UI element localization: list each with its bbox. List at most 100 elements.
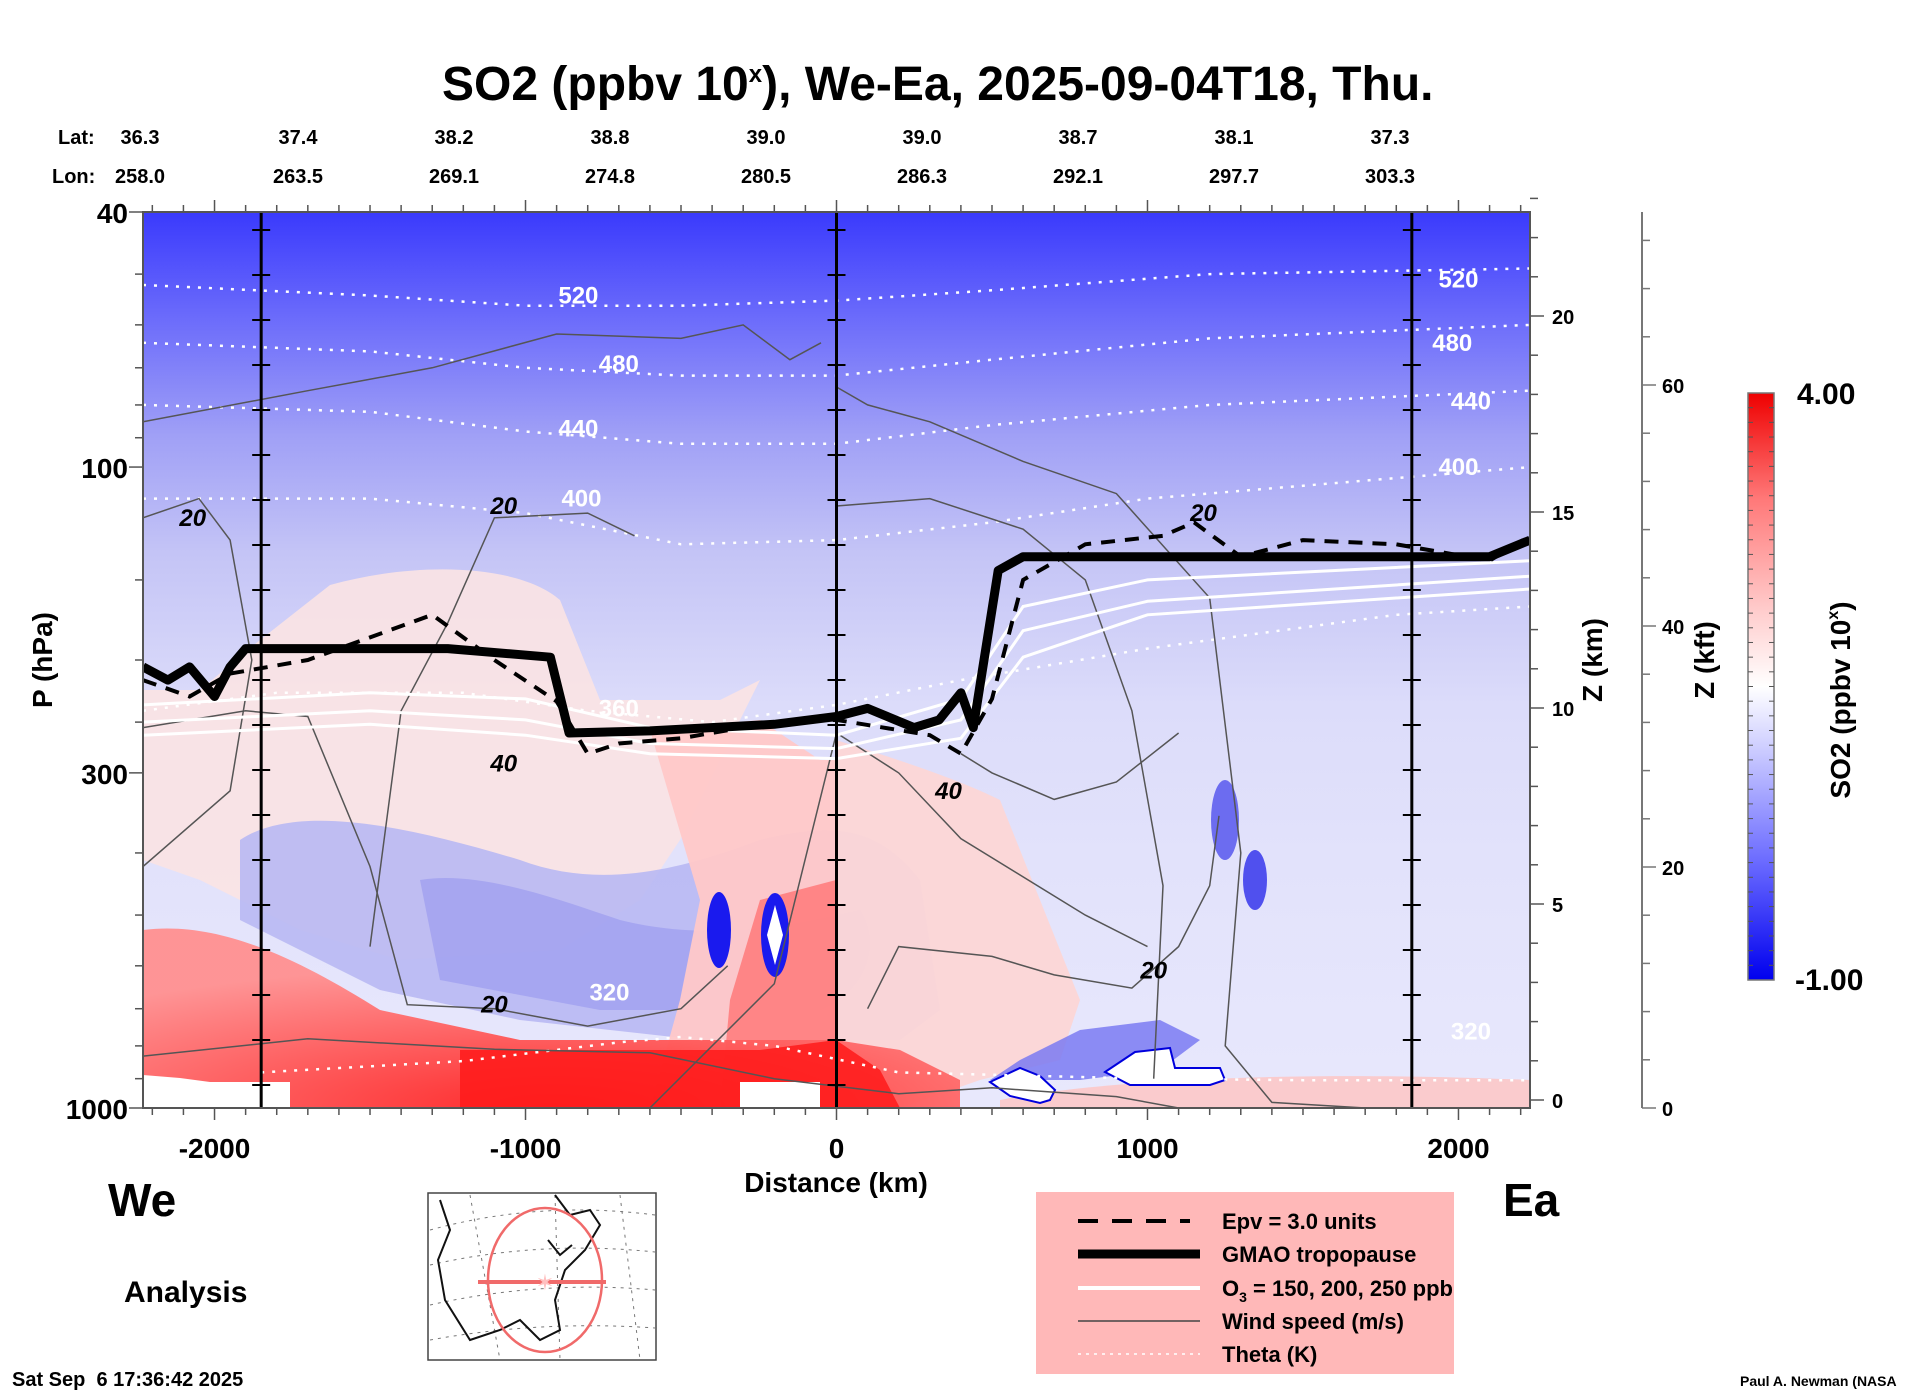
timestamp: Sat Sep 6 17:36:42 2025: [12, 1369, 243, 1391]
wind-speed-contour: [836, 497, 1164, 1079]
lat-value: 38.2: [435, 127, 474, 149]
theta-label: 480: [1432, 330, 1472, 357]
lon-value: 258.0: [115, 166, 165, 188]
lon-value: 286.3: [897, 166, 947, 188]
lat-value: 38.8: [591, 127, 630, 149]
wind-speed-label: 20: [480, 992, 508, 1019]
wind-speed-contour: [960, 732, 1180, 801]
legend-label-tropopause: GMAO tropopause: [1222, 1242, 1416, 1267]
east-label: Ea: [1503, 1174, 1560, 1226]
wind-speed-contour: [143, 324, 822, 423]
axes: -2000 -1000 0 1000 2000 40 100 300 1000 0 5 10 15 20 0…: [66, 197, 1684, 1164]
field-white-spot: [767, 905, 783, 965]
theta-contour-400: [143, 465, 1530, 546]
theta-label: 400: [1438, 454, 1478, 481]
x-tick-label: 1000: [1116, 1133, 1178, 1164]
wind-speed-contour: [369, 512, 635, 947]
colorbar-ticks: [1748, 407, 1774, 966]
field-ground-west: [143, 1075, 290, 1108]
lon-value: 269.1: [429, 166, 479, 188]
inset-map: ✶: [427, 1192, 657, 1361]
wind-speed-contour: [143, 710, 729, 1027]
theta-label: 520: [558, 283, 598, 310]
z-kft-axis-title: Z (kft): [1689, 621, 1720, 699]
lon-value: 263.5: [273, 166, 323, 188]
theta-label: 320: [1451, 1019, 1491, 1046]
lon-value: 292.1: [1053, 166, 1103, 188]
field-pink-east: [836, 740, 1080, 1108]
theta-contour-440: [143, 389, 1530, 446]
inset-map-coastline: [436, 1194, 602, 1342]
lat-value: 38.1: [1215, 127, 1254, 149]
z-km-tick-label: 20: [1552, 307, 1574, 329]
credit: Paul A. Newman (NASA: [1740, 1373, 1897, 1389]
wind-speed-label: 20: [1189, 500, 1217, 527]
x-tick-label: 0: [829, 1133, 845, 1164]
lat-lon-header: Lat: Lon: 36.3 37.4 38.2 38.8 39.0 39.0 38.7 38…: [52, 127, 1415, 188]
theta-contour-320: [261, 1035, 1530, 1082]
lat-value: 39.0: [747, 127, 786, 149]
theta-label: 480: [599, 351, 639, 378]
theta-label: 520: [1438, 267, 1478, 294]
inset-map-graticule: [429, 1194, 656, 1361]
z-km-tick-label: 10: [1552, 699, 1574, 721]
y-axis-title: P (hPa): [27, 612, 58, 708]
legend-box: [1036, 1192, 1454, 1374]
wind-speed-contour: [836, 386, 1366, 1108]
legend-label-theta: Theta (K): [1222, 1342, 1317, 1367]
y-tick-label: 100: [81, 453, 128, 484]
theta-label: 320: [589, 979, 629, 1006]
theta-label: 400: [561, 486, 601, 513]
wind-speed-contour: [649, 731, 1148, 1108]
wind-speed-label: 20: [1139, 957, 1167, 984]
lon-value: 274.8: [585, 166, 635, 188]
z-kft-tick-label: 60: [1662, 376, 1684, 398]
x-tick-label: 2000: [1427, 1133, 1489, 1164]
tropopause-line: [143, 535, 1530, 738]
y-tick-label: 300: [81, 759, 128, 790]
field-white-blob-2: [1103, 1046, 1227, 1086]
x-axis-title: Distance (km): [744, 1167, 928, 1198]
lat-value: 37.4: [279, 127, 319, 149]
legend-label-ozone: O3 = 150, 200, 250 ppb: [1222, 1276, 1453, 1305]
field-blue-east-1: [1211, 780, 1239, 860]
x-tick-label: -2000: [179, 1133, 251, 1164]
wind-speed-label: 20: [489, 493, 517, 520]
field-blue-east-2: [1243, 850, 1267, 910]
wind-speed-label: 40: [489, 750, 517, 777]
wind-speed-contour: [866, 815, 1220, 1010]
z-kft-tick-label: 20: [1662, 858, 1684, 880]
z-km-tick-label: 5: [1552, 895, 1563, 917]
theta-contour-480: [143, 323, 1530, 377]
z-kft-tick-label: 40: [1662, 617, 1684, 639]
lat-value: 36.3: [121, 127, 160, 149]
x-tick-label: -1000: [490, 1133, 562, 1164]
wind-speed-label: 40: [934, 778, 962, 805]
legend-label-epv: Epv = 3.0 units: [1222, 1209, 1377, 1234]
lat-label: Lat:: [58, 127, 95, 149]
lon-value: 297.7: [1209, 166, 1259, 188]
lon-value: 303.3: [1365, 166, 1415, 188]
theta-label: 440: [558, 415, 598, 442]
legend: Epv = 3.0 units GMAO tropopause O3 = 150…: [1036, 1192, 1454, 1374]
field-ground-mid: [740, 1082, 820, 1108]
z-km-axis-title: Z (km): [1577, 618, 1608, 702]
wind-speed-contour: [143, 1038, 1179, 1108]
field-blue-spot-1: [707, 892, 731, 968]
chart-title: SO2 (ppbv 10x), We-Ea, 2025-09-04T18, Th…: [442, 58, 1433, 111]
theta-contour-520: [143, 267, 1530, 307]
colorbar-min-label: -1.00: [1795, 964, 1863, 997]
lon-label: Lon:: [52, 166, 95, 188]
lat-value: 37.3: [1371, 127, 1410, 149]
theta-label: 440: [1451, 388, 1491, 415]
lat-value: 39.0: [903, 127, 942, 149]
y-tick-label: 40: [97, 198, 128, 229]
west-label: We: [108, 1174, 176, 1226]
z-kft-tick-label: 0: [1662, 1099, 1673, 1121]
colorbar: 4.00 -1.00 SO2 (ppbv 10x): [1747, 378, 1863, 997]
epv-contour: [143, 520, 1530, 757]
colorbar-max-label: 4.00: [1797, 378, 1855, 411]
legend-label-wind: Wind speed (m/s): [1222, 1309, 1404, 1334]
